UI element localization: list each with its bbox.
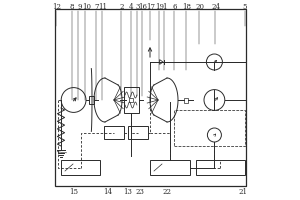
- Bar: [150, 160, 190, 175]
- Text: 22: 22: [162, 188, 171, 196]
- Text: 6: 6: [173, 3, 177, 11]
- Text: 14: 14: [103, 188, 112, 196]
- Bar: [89, 96, 94, 104]
- Text: 4: 4: [129, 3, 133, 11]
- Bar: [129, 98, 134, 102]
- Text: 2: 2: [119, 3, 124, 11]
- Text: 5: 5: [243, 3, 247, 11]
- Bar: [55, 9, 246, 186]
- Bar: [196, 160, 245, 175]
- Bar: [184, 98, 188, 102]
- Text: 11: 11: [98, 3, 107, 11]
- Text: 21: 21: [238, 188, 247, 196]
- Text: 8: 8: [69, 3, 74, 11]
- Text: 9: 9: [77, 3, 82, 11]
- Text: 7: 7: [94, 3, 99, 11]
- Text: 10: 10: [82, 3, 91, 11]
- Text: 1: 1: [162, 3, 167, 11]
- Text: 24: 24: [211, 3, 220, 11]
- Text: 16: 16: [138, 3, 147, 11]
- Bar: [61, 160, 100, 175]
- Text: 18: 18: [182, 3, 191, 11]
- Text: 19: 19: [155, 3, 164, 11]
- Text: 15: 15: [69, 188, 78, 196]
- Text: 23: 23: [135, 188, 144, 196]
- Bar: [128, 126, 148, 139]
- Text: 17: 17: [146, 3, 155, 11]
- Text: 3: 3: [135, 3, 140, 11]
- Text: 20: 20: [195, 3, 204, 11]
- Text: 13: 13: [124, 188, 132, 196]
- Bar: [104, 126, 124, 139]
- Bar: [174, 110, 245, 146]
- Text: 12: 12: [52, 3, 61, 11]
- Bar: [124, 87, 139, 113]
